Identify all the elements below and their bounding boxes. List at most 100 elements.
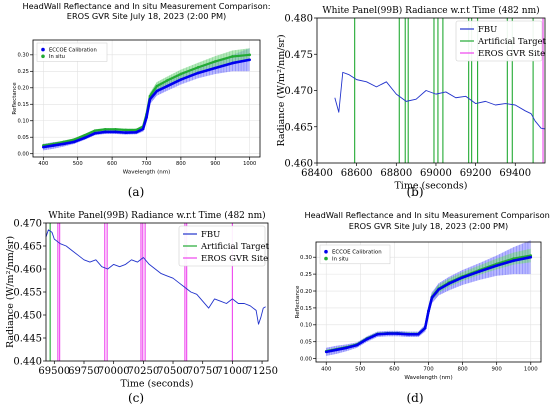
insitu-point <box>165 79 169 82</box>
x-tick-label: 70750 <box>187 366 219 377</box>
x-tick-label: 69400 <box>499 168 531 179</box>
insitu-point <box>93 129 97 132</box>
ecco-point <box>165 84 169 88</box>
x-tick-label: 69750 <box>68 366 100 377</box>
ecco-point <box>529 255 533 259</box>
x-tick-label: 68800 <box>380 168 412 179</box>
ecco-point <box>512 259 516 262</box>
legend-box <box>36 42 108 62</box>
x-tick-label: 400 <box>321 366 332 372</box>
x-axis-label: Wavelength (nm) <box>123 170 171 176</box>
ecco-point <box>93 131 97 135</box>
chart-b-svg: White Panel(99B) Radiance w.r.t Time (48… <box>276 5 547 192</box>
insitu-point <box>83 133 86 137</box>
y-tick-label: 0.465 <box>13 242 42 253</box>
ecco-point <box>376 332 379 336</box>
x-tick-label: 600 <box>389 366 400 372</box>
ecco-point <box>447 282 451 285</box>
fbu-series-line <box>45 229 266 325</box>
ecco-point <box>396 332 400 335</box>
x-axis-label: Time (seconds) <box>120 379 193 390</box>
x-tick-label: 70500 <box>157 366 189 377</box>
ecco-point <box>83 136 86 140</box>
y-tick-label: 0.25 <box>17 69 29 75</box>
chart-d-svg: HeadWall Reflectance and In situ Measure… <box>295 210 550 381</box>
x-tick-label: 69000 <box>420 168 452 179</box>
y-tick-label: 0.440 <box>13 357 42 368</box>
y-axis-label: Radiance (W/m²/nm/sr) <box>276 34 287 146</box>
y-tick-label: 0.15 <box>17 102 29 108</box>
ecco-point <box>231 61 234 65</box>
legend-label: Artificial Target <box>477 37 547 47</box>
chart-title: HeadWall Reflectance and In situ Measure… <box>304 210 550 220</box>
x-tick-label: 700 <box>142 161 152 167</box>
x-tick-label: 800 <box>176 161 186 167</box>
y-tick-label: 0.450 <box>13 311 42 322</box>
insitu-point <box>213 60 217 63</box>
ecco-point <box>114 130 117 134</box>
x-tick-label: 500 <box>73 161 83 167</box>
legend: FBU Artificial Target EROS GVR Site <box>455 20 547 62</box>
caption-d: (d) <box>406 391 424 405</box>
x-tick-label: 71250 <box>246 366 278 377</box>
x-tick-label: 500 <box>355 366 366 372</box>
ecco-point <box>213 66 217 70</box>
legend-label: ECCOE Calibration <box>49 47 97 53</box>
y-tick-label: 0.15 <box>300 306 312 312</box>
chart-a: HeadWall Reflectance and In situ Measure… <box>0 0 271 200</box>
ecco-point <box>427 309 430 313</box>
ecco-point <box>423 326 427 330</box>
insitu-point <box>103 128 107 131</box>
caption-c: (c) <box>127 391 145 405</box>
y-tick-label: 0.455 <box>13 288 42 299</box>
x-tick-label: 69200 <box>460 168 492 179</box>
chart-subtitle: EROS GVR Site July 18, 2023 (2:00 PM) <box>349 221 508 231</box>
ecco-point <box>335 348 338 352</box>
ecco-point <box>103 130 107 134</box>
x-tick-label: 68600 <box>341 168 373 179</box>
y-tick-label: 0.10 <box>300 323 313 329</box>
y-tick-label: 0.465 <box>284 122 313 133</box>
ecco-point <box>416 332 420 336</box>
y-axis-label: Reflectance <box>12 82 18 115</box>
ecco-point <box>355 343 359 347</box>
ecco-point <box>430 296 434 300</box>
y-tick-label: 0.460 <box>13 265 42 276</box>
ecco-point <box>62 142 66 146</box>
ecco-point <box>437 288 441 291</box>
caption-b: (b) <box>406 185 424 199</box>
y-tick-label: 0.20 <box>17 86 29 92</box>
y-tick-label: 0.00 <box>300 357 313 363</box>
ecco-point <box>134 130 138 134</box>
chart-c: White Panel(99B) Radiance w.r.t Time (48… <box>0 205 278 407</box>
ecco-point <box>365 337 369 341</box>
x-tick-label: 800 <box>457 366 468 372</box>
x-tick-label: 71000 <box>216 366 248 377</box>
ecco-point <box>179 78 183 81</box>
y-tick-label: 0.25 <box>300 272 312 278</box>
caption-a: (a) <box>127 185 145 199</box>
legend-label: In situ <box>332 256 349 262</box>
ecco-point <box>141 127 145 131</box>
ecco-point <box>155 89 159 93</box>
insitu-point <box>124 128 128 132</box>
ecco-point <box>386 332 389 335</box>
legend-insitu-marker <box>324 256 328 261</box>
ecco-point <box>406 332 410 336</box>
x-tick-label: 70000 <box>98 366 130 377</box>
chart-subtitle: EROS GVR Site July 18, 2023 (2:00 PM) <box>67 11 226 21</box>
y-tick-label: 0.05 <box>17 135 29 141</box>
chart-b: White Panel(99B) Radiance w.r.t Time (48… <box>275 0 550 200</box>
ecco-point <box>324 350 328 354</box>
x-axis-label: Time (seconds) <box>394 181 467 192</box>
legend-label: Artificial Target <box>200 242 270 252</box>
y-tick-label: 0.30 <box>300 255 313 261</box>
x-tick-label: 600 <box>107 161 117 167</box>
ecco-point <box>52 144 55 147</box>
y-tick-label: 0.480 <box>284 14 313 25</box>
insitu-point <box>196 66 200 69</box>
x-tick-label: 700 <box>423 366 434 372</box>
ecco-point <box>145 116 148 119</box>
ecco-series-line <box>325 255 532 354</box>
